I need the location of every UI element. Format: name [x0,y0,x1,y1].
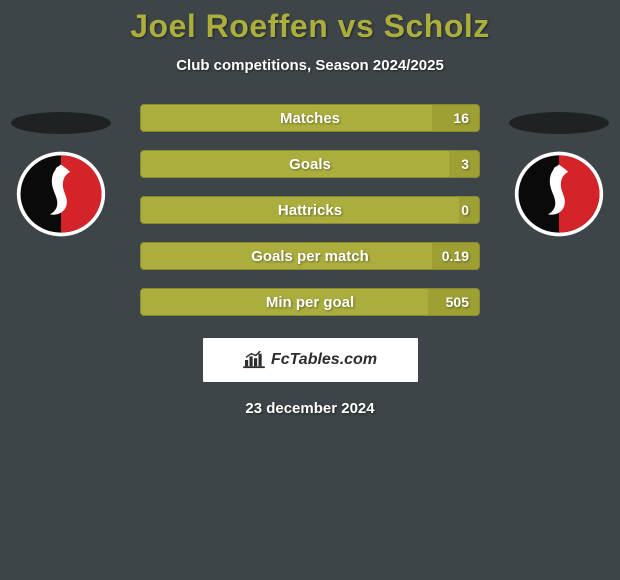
stat-bar: Matches 16 [140,104,480,132]
page-title: Joel Roeffen vs Scholz [0,0,620,45]
comparison-content: Matches 16 Goals 3 Hattricks 0 Goals per… [0,104,620,417]
subtitle: Club competitions, Season 2024/2025 [0,57,620,74]
player-shadow [11,112,111,134]
stat-bars: Matches 16 Goals 3 Hattricks 0 Goals per… [140,104,480,316]
stat-label: Min per goal [141,294,479,311]
stat-value-right: 16 [453,110,469,126]
player-left-figure [6,104,116,240]
stat-label: Goals [141,156,479,173]
club-badge-left [15,148,107,240]
stat-value-right: 3 [461,156,469,172]
attribution-text: FcTables.com [271,351,377,369]
stat-label: Matches [141,110,479,127]
stat-value-right: 0.19 [442,248,469,264]
stat-label: Hattricks [141,202,479,219]
stat-bar: Goals 3 [140,150,480,178]
stat-value-right: 505 [446,294,469,310]
stat-label: Goals per match [141,248,479,265]
attribution-box: FcTables.com [203,338,418,382]
player-shadow [509,112,609,134]
stat-bar: Hattricks 0 [140,196,480,224]
chart-icon [243,351,265,369]
stat-bar: Min per goal 505 [140,288,480,316]
player-right-figure [504,104,614,240]
stat-value-right: 0 [461,202,469,218]
club-badge-right [513,148,605,240]
stat-bar: Goals per match 0.19 [140,242,480,270]
date: 23 december 2024 [0,400,620,417]
